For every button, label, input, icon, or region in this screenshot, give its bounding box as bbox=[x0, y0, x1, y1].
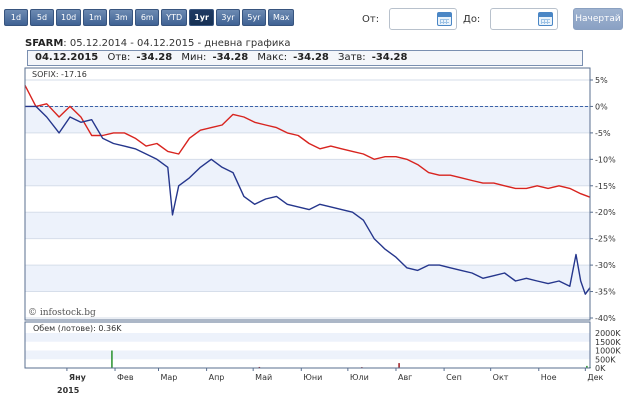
volume-bar bbox=[258, 366, 261, 368]
x-tick-label: Авг bbox=[398, 373, 412, 382]
volume-bar bbox=[586, 365, 588, 368]
grid-band bbox=[25, 106, 590, 133]
volume-tick-label: 0K bbox=[595, 364, 606, 373]
from-label: От: bbox=[362, 13, 380, 25]
period-button-10d[interactable]: 10d bbox=[56, 9, 82, 26]
grid-band bbox=[25, 265, 590, 292]
volume-bar bbox=[398, 363, 400, 368]
max-label: Макс: bbox=[257, 52, 288, 63]
x-tick-label: Май bbox=[255, 373, 272, 382]
sofix-line bbox=[24, 84, 591, 198]
quote-date: 04.12.2015 bbox=[35, 52, 99, 63]
quote-info-bar: 04.12.2015 Отв: -34.28 Мин: -34.28 Макс: -3… bbox=[27, 50, 583, 66]
volume-tick-label: 2000K bbox=[595, 329, 621, 338]
x-tick-label: Яну bbox=[69, 373, 87, 382]
volume-frame bbox=[24, 321, 591, 369]
period-button-5d[interactable]: 5d bbox=[30, 9, 54, 26]
x-tick-label: Сеп bbox=[446, 373, 462, 382]
x-tick-label: Апр bbox=[209, 373, 225, 382]
draw-button[interactable]: Начертай bbox=[573, 8, 623, 30]
from-date-input[interactable] bbox=[389, 8, 458, 30]
volume-bar bbox=[111, 350, 113, 368]
y-tick-label: -25% bbox=[595, 235, 616, 244]
max-value: -34.28 bbox=[293, 52, 329, 63]
y-tick-label: -30% bbox=[595, 261, 616, 270]
to-date-input[interactable] bbox=[490, 8, 559, 30]
volume-band bbox=[25, 333, 590, 342]
period-button-3m[interactable]: 3m bbox=[109, 9, 134, 26]
x-tick-label: Юли bbox=[350, 373, 369, 382]
volume-band bbox=[25, 350, 590, 360]
period-toolbar: 1d 5d 10d 1m 3m 6m YTD 1yr 3yr 5yr Max bbox=[4, 9, 296, 29]
y-tick-label: -15% bbox=[595, 182, 616, 191]
volume-tick-label: 1500K bbox=[595, 338, 621, 347]
y-tick-label: -10% bbox=[595, 155, 616, 164]
open-value: -34.28 bbox=[136, 52, 173, 63]
period-button-6m[interactable]: 6m bbox=[135, 9, 160, 26]
y-tick-label: -40% bbox=[595, 314, 616, 323]
y-tick-label: -5% bbox=[595, 129, 611, 138]
watermark: © infostock.bg bbox=[28, 308, 96, 318]
x-tick-label: Окт bbox=[493, 373, 509, 382]
period-button-1d[interactable]: 1d bbox=[4, 9, 28, 26]
x-tick-label: Юни bbox=[303, 373, 322, 382]
grid-band bbox=[25, 159, 590, 186]
chart-symbol: SFARM bbox=[25, 38, 64, 49]
from-date-group: От: bbox=[362, 8, 458, 30]
sfarm-line bbox=[25, 105, 591, 295]
period-button-ytd[interactable]: YTD bbox=[161, 9, 188, 26]
open-label: Отв: bbox=[107, 52, 131, 63]
x-tick-label: Фев bbox=[117, 373, 134, 382]
chart-title: SFARM: 05.12.2014 - 04.12.2015 - дневна … bbox=[25, 38, 291, 49]
close-value: -34.28 bbox=[371, 52, 408, 63]
grid-band bbox=[25, 212, 590, 239]
sofix-legend: SOFIX: -17.16 bbox=[32, 70, 87, 79]
volume-tick-label: 500K bbox=[595, 355, 616, 364]
y-tick-label: -35% bbox=[595, 288, 616, 297]
x-tick-label: Дек bbox=[587, 373, 603, 382]
x-tick-label: Мар bbox=[160, 373, 177, 382]
to-label: До: bbox=[463, 13, 481, 25]
close-label: Затв: bbox=[338, 52, 366, 63]
y-tick-label: 5% bbox=[595, 76, 608, 85]
min-label: Мин: bbox=[181, 52, 207, 63]
period-button-max[interactable]: Max bbox=[267, 9, 295, 26]
plot-frame bbox=[24, 67, 591, 321]
calendar-icon[interactable] bbox=[538, 12, 554, 26]
chart-range: : 05.12.2014 - 04.12.2015 - дневна графи… bbox=[63, 38, 291, 49]
y-tick-label: -20% bbox=[595, 208, 616, 217]
y-tick-label: 0% bbox=[595, 102, 608, 111]
volume-tick-label: 1000K bbox=[595, 347, 621, 356]
to-date-group: До: bbox=[463, 8, 559, 30]
period-button-1yr[interactable]: 1yr bbox=[189, 9, 214, 26]
period-button-5yr[interactable]: 5yr bbox=[241, 9, 266, 26]
min-value: -34.28 bbox=[212, 52, 249, 63]
calendar-icon[interactable] bbox=[437, 12, 453, 26]
x-tick-label: Ное bbox=[541, 373, 557, 382]
year-label: 2015 bbox=[57, 386, 80, 395]
period-button-3yr[interactable]: 3yr bbox=[215, 9, 240, 26]
period-button-1m[interactable]: 1m bbox=[83, 9, 108, 26]
volume-label: Обем (лотове): 0.36K bbox=[33, 324, 122, 333]
